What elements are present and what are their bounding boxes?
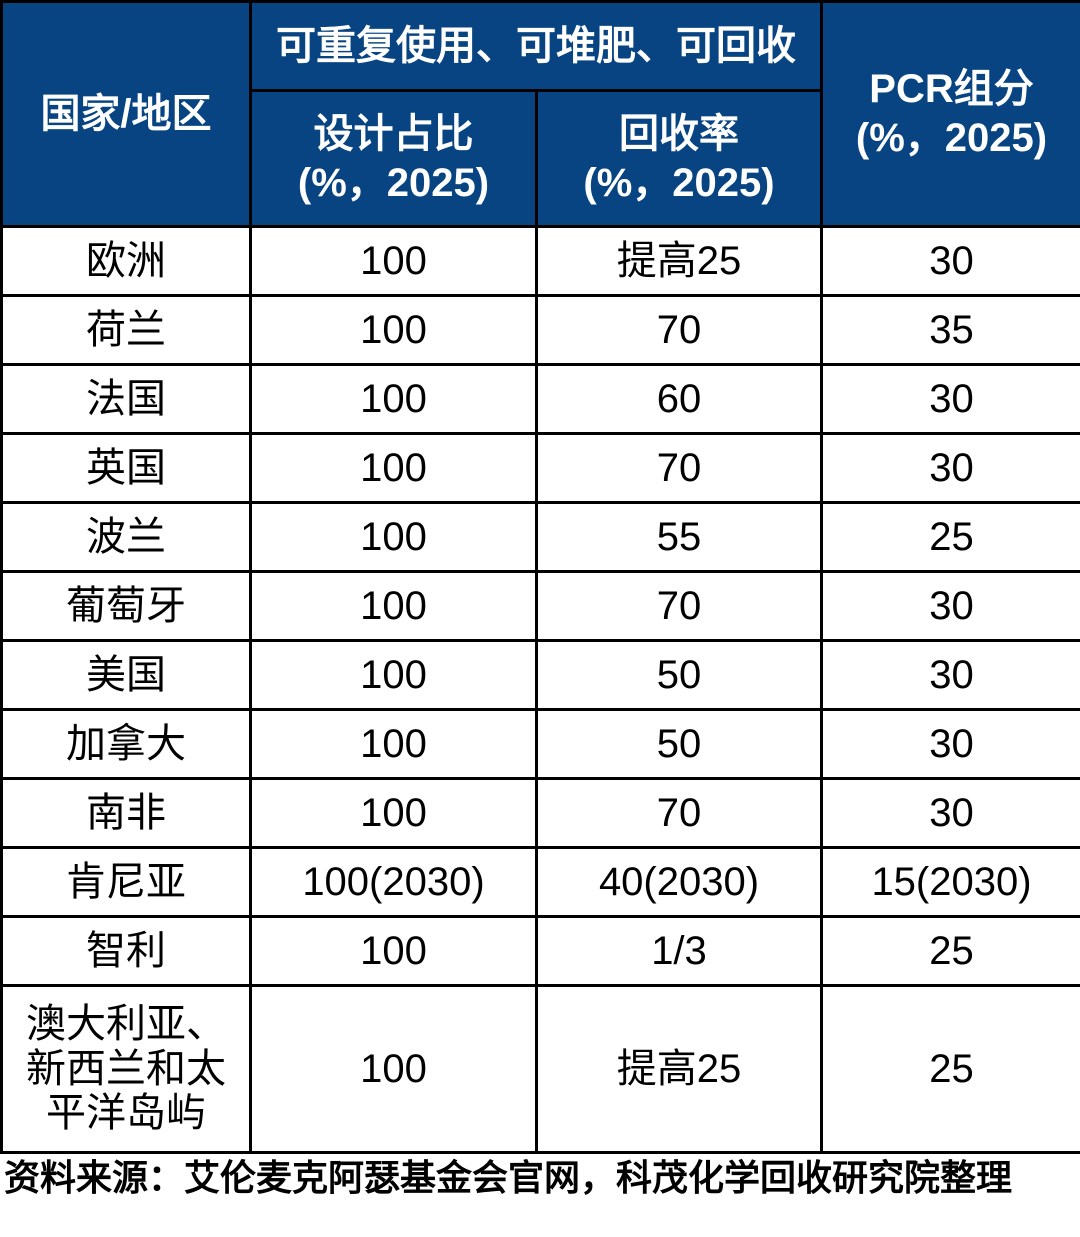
- header-recycle-rate: 回收率 (%，2025): [535, 89, 823, 228]
- cell-recycle: 70: [535, 570, 823, 642]
- cell-pcr: 30: [820, 777, 1080, 849]
- cell-pcr: 30: [820, 225, 1080, 297]
- cell-pcr: 30: [820, 708, 1080, 780]
- cell-design: 100: [249, 225, 538, 297]
- cell-pcr: 35: [820, 294, 1080, 366]
- cell-region: 荷兰: [0, 294, 252, 366]
- table-body: 欧洲 100 提高25 30 荷兰 100 70 35 法国 100 60 30…: [0, 225, 1080, 1154]
- cell-region: 法国: [0, 363, 252, 435]
- table-row: 法国 100 60 30: [0, 363, 1080, 435]
- cell-recycle: 55: [535, 501, 823, 573]
- cell-recycle: 60: [535, 363, 823, 435]
- table-header: 国家/地区 可重复使用、可堆肥、可回收 PCR组分 (%，2025) 设计占比 …: [0, 0, 1080, 228]
- table-row: 美国 100 50 30: [0, 639, 1080, 711]
- cell-recycle: 40(2030): [535, 846, 823, 918]
- table-row: 英国 100 70 30: [0, 432, 1080, 504]
- regulation-targets-table: 国家/地区 可重复使用、可堆肥、可回收 PCR组分 (%，2025) 设计占比 …: [0, 0, 1080, 1154]
- table-row: 澳大利亚、 新西兰和太 平洋岛屿 100 提高25 25: [0, 984, 1080, 1154]
- cell-pcr: 25: [820, 984, 1080, 1154]
- header-sub-row: 设计占比 (%，2025) 回收率 (%，2025): [2, 89, 1080, 228]
- cell-design: 100: [249, 294, 538, 366]
- header-design-share: 设计占比 (%，2025): [249, 89, 538, 228]
- cell-design: 100: [249, 639, 538, 711]
- cell-pcr: 30: [820, 570, 1080, 642]
- cell-design: 100: [249, 915, 538, 987]
- cell-recycle: 提高25: [535, 225, 823, 297]
- header-group-title: 可重复使用、可堆肥、可回收: [249, 0, 823, 92]
- header-pcr: PCR组分 (%，2025): [820, 0, 1080, 228]
- table-row: 肯尼亚 100(2030) 40(2030) 15(2030): [0, 846, 1080, 918]
- cell-recycle: 50: [535, 639, 823, 711]
- cell-region: 欧洲: [0, 225, 252, 297]
- cell-region: 英国: [0, 432, 252, 504]
- table-row: 智利 100 1/3 25: [0, 915, 1080, 987]
- cell-region: 葡萄牙: [0, 570, 252, 642]
- table-row: 南非 100 70 30: [0, 777, 1080, 849]
- cell-recycle: 1/3: [535, 915, 823, 987]
- source-note: 资料来源：艾伦麦克阿瑟基金会官网，科茂化学回收研究院整理: [4, 1156, 1013, 1198]
- cell-design: 100: [249, 984, 538, 1154]
- table-row: 欧洲 100 提高25 30: [0, 225, 1080, 297]
- cell-recycle: 提高25: [535, 984, 823, 1154]
- cell-design: 100: [249, 501, 538, 573]
- cell-design: 100: [249, 570, 538, 642]
- cell-pcr: 25: [820, 501, 1080, 573]
- cell-region: 美国: [0, 639, 252, 711]
- cell-pcr: 25: [820, 915, 1080, 987]
- header-region: 国家/地区: [0, 0, 252, 228]
- table-row: 波兰 100 55 25: [0, 501, 1080, 573]
- cell-pcr: 15(2030): [820, 846, 1080, 918]
- cell-pcr: 30: [820, 432, 1080, 504]
- cell-region: 南非: [0, 777, 252, 849]
- table-row: 葡萄牙 100 70 30: [0, 570, 1080, 642]
- cell-pcr: 30: [820, 363, 1080, 435]
- cell-region: 肯尼亚: [0, 846, 252, 918]
- cell-design: 100: [249, 363, 538, 435]
- table-row: 荷兰 100 70 35: [0, 294, 1080, 366]
- header-group-row: 国家/地区 可重复使用、可堆肥、可回收 PCR组分 (%，2025): [0, 0, 1080, 228]
- cell-recycle: 70: [535, 777, 823, 849]
- cell-region: 波兰: [0, 501, 252, 573]
- cell-recycle: 70: [535, 432, 823, 504]
- cell-design: 100(2030): [249, 846, 538, 918]
- cell-design: 100: [249, 708, 538, 780]
- cell-region: 澳大利亚、 新西兰和太 平洋岛屿: [0, 984, 252, 1154]
- table-row: 加拿大 100 50 30: [0, 708, 1080, 780]
- cell-region: 加拿大: [0, 708, 252, 780]
- cell-region: 智利: [0, 915, 252, 987]
- cell-design: 100: [249, 777, 538, 849]
- cell-design: 100: [249, 432, 538, 504]
- cell-recycle: 50: [535, 708, 823, 780]
- cell-pcr: 30: [820, 639, 1080, 711]
- cell-recycle: 70: [535, 294, 823, 366]
